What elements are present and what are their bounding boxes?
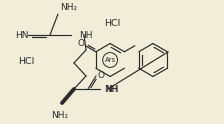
Text: HCl: HCl <box>104 19 120 29</box>
Text: NH: NH <box>79 31 93 40</box>
Text: NH₂: NH₂ <box>60 3 77 12</box>
Text: NH: NH <box>105 84 118 93</box>
Text: O: O <box>78 39 85 48</box>
Text: HN: HN <box>15 31 29 40</box>
Text: O: O <box>97 71 105 79</box>
Text: Ars: Ars <box>105 57 116 63</box>
Text: NH₂: NH₂ <box>52 111 69 120</box>
Text: HCl: HCl <box>18 58 34 66</box>
Text: NH: NH <box>104 84 118 93</box>
